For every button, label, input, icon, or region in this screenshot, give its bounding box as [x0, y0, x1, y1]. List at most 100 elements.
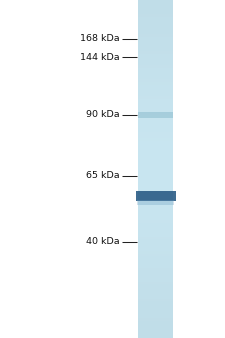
- Bar: [138, 281, 173, 285]
- Text: 40 kDa: 40 kDa: [86, 237, 119, 246]
- Bar: [138, 188, 173, 192]
- Bar: [138, 278, 173, 282]
- Bar: [138, 306, 173, 310]
- Bar: [138, 157, 173, 161]
- Bar: [138, 61, 173, 65]
- Bar: [138, 81, 173, 84]
- Bar: [138, 92, 173, 96]
- Bar: [138, 106, 173, 110]
- Bar: [138, 250, 173, 254]
- Bar: [138, 233, 173, 237]
- Bar: [138, 253, 173, 256]
- Bar: [138, 329, 173, 332]
- Bar: [138, 315, 173, 318]
- Text: 144 kDa: 144 kDa: [80, 53, 119, 62]
- Bar: [138, 44, 173, 48]
- Bar: [138, 287, 173, 290]
- Bar: [138, 25, 173, 28]
- Bar: [138, 199, 173, 203]
- Bar: [138, 163, 173, 166]
- Bar: [138, 112, 173, 116]
- Bar: [138, 2, 173, 6]
- Bar: [138, 318, 173, 321]
- Bar: [138, 202, 173, 206]
- Bar: [138, 227, 173, 231]
- Bar: [138, 194, 173, 197]
- Bar: [138, 292, 173, 296]
- Bar: [138, 213, 173, 217]
- Bar: [138, 298, 173, 301]
- Bar: [138, 149, 173, 152]
- Bar: [138, 19, 173, 23]
- Bar: [138, 0, 173, 3]
- Bar: [138, 109, 173, 113]
- Bar: [138, 196, 173, 200]
- Bar: [138, 166, 173, 169]
- Bar: [138, 185, 173, 189]
- Bar: [136, 191, 176, 201]
- Bar: [138, 247, 173, 251]
- Bar: [138, 146, 173, 149]
- Bar: [138, 236, 173, 239]
- Bar: [138, 284, 173, 287]
- Bar: [138, 126, 173, 129]
- Bar: [138, 191, 173, 194]
- Bar: [138, 137, 173, 141]
- Bar: [138, 239, 173, 242]
- Bar: [138, 168, 173, 172]
- Bar: [138, 259, 173, 262]
- Bar: [138, 87, 173, 90]
- Bar: [138, 183, 173, 186]
- Bar: [138, 242, 173, 245]
- Bar: [138, 58, 173, 62]
- Bar: [138, 8, 173, 11]
- Bar: [138, 335, 173, 338]
- Bar: [138, 39, 173, 42]
- Bar: [138, 56, 173, 59]
- Bar: [138, 143, 173, 146]
- Bar: [138, 267, 173, 270]
- Bar: [138, 323, 173, 327]
- Bar: [138, 64, 173, 68]
- Bar: [138, 160, 173, 163]
- Text: 90 kDa: 90 kDa: [86, 111, 119, 119]
- Bar: [138, 5, 173, 8]
- Bar: [138, 205, 173, 209]
- Bar: [138, 103, 173, 107]
- Bar: [138, 211, 173, 214]
- Text: 65 kDa: 65 kDa: [86, 171, 119, 180]
- Bar: [138, 73, 173, 76]
- Bar: [138, 132, 173, 135]
- Bar: [138, 115, 173, 118]
- Bar: [138, 177, 173, 180]
- Bar: [138, 261, 173, 265]
- Text: 168 kDa: 168 kDa: [80, 34, 119, 43]
- Bar: [138, 135, 173, 138]
- Bar: [138, 95, 173, 99]
- Bar: [138, 140, 173, 144]
- Bar: [138, 27, 173, 31]
- Bar: [138, 70, 173, 73]
- Bar: [138, 272, 173, 276]
- Bar: [138, 118, 173, 121]
- Bar: [138, 10, 173, 14]
- Bar: [138, 78, 173, 82]
- Bar: [138, 75, 173, 79]
- Bar: [138, 275, 173, 279]
- Bar: [138, 225, 173, 228]
- Bar: [138, 36, 173, 40]
- Bar: [138, 123, 173, 127]
- Bar: [138, 289, 173, 293]
- Bar: [138, 320, 173, 324]
- Bar: [138, 312, 173, 315]
- Bar: [138, 50, 173, 53]
- Bar: [138, 174, 173, 177]
- Bar: [138, 216, 173, 220]
- Bar: [137, 200, 174, 205]
- Bar: [138, 304, 173, 307]
- Bar: [138, 219, 173, 222]
- Bar: [138, 256, 173, 259]
- Bar: [138, 179, 173, 183]
- Bar: [138, 154, 173, 158]
- Bar: [138, 332, 173, 335]
